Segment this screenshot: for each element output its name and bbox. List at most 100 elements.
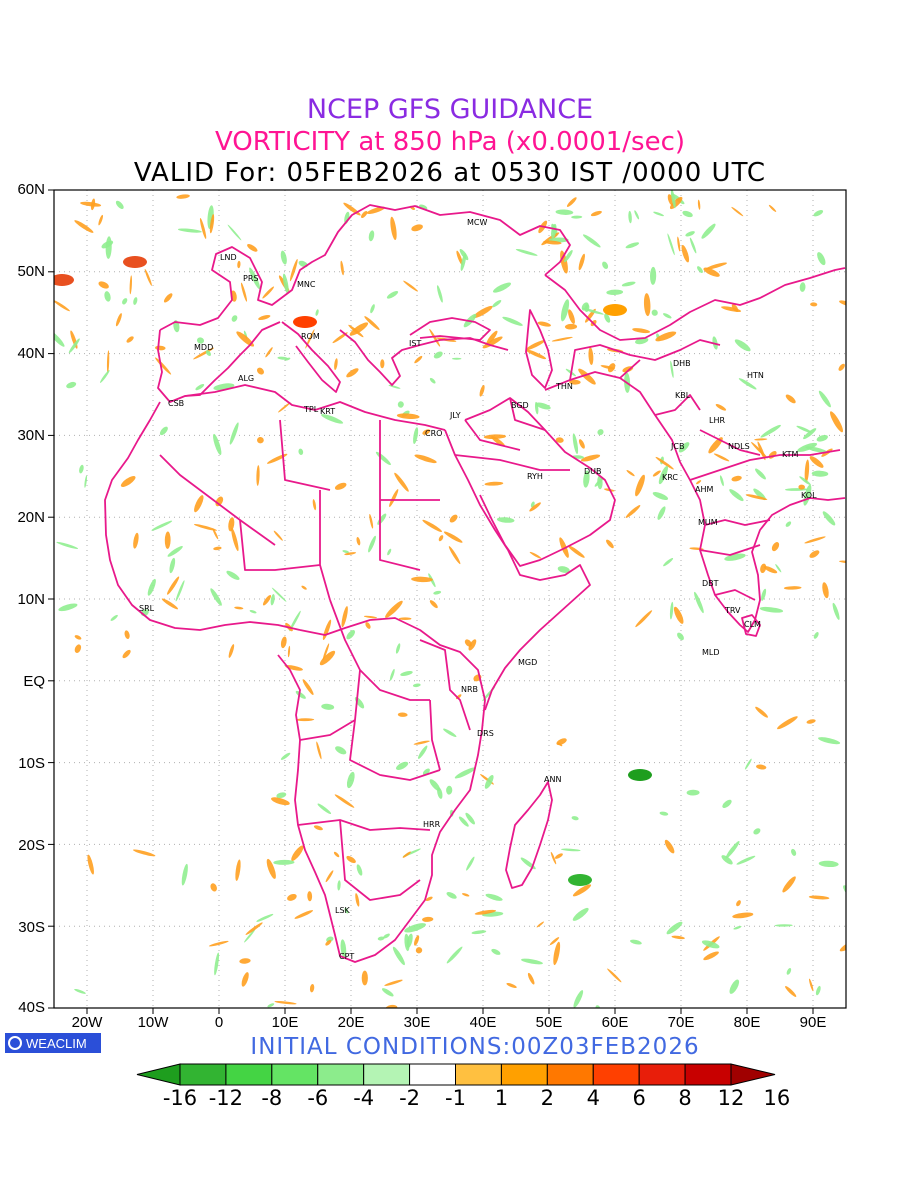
vorticity-streak [630, 939, 642, 945]
vorticity-streak [628, 210, 632, 224]
vorticity-streak [74, 988, 86, 994]
vorticity-streak [228, 644, 235, 658]
vorticity-streak [257, 436, 264, 444]
vorticity-streak [652, 492, 669, 500]
vorticity-streak [325, 870, 334, 883]
vorticity-streak [120, 476, 136, 487]
city-label: MGD [518, 658, 538, 667]
vorticity-streak [719, 475, 724, 487]
vorticity-streak [697, 199, 701, 210]
vorticity-streak [234, 606, 244, 610]
vorticity-streak [734, 339, 751, 352]
vorticity-streak [387, 548, 392, 556]
vorticity-streak [809, 456, 824, 468]
vorticity-streak [414, 454, 437, 464]
vorticity-streak [736, 855, 756, 865]
vorticity-streak [491, 948, 501, 955]
city-label: NRB [461, 685, 479, 694]
vorticity-streak [686, 789, 700, 796]
city-label: ANN [544, 775, 562, 784]
vorticity-streak [682, 210, 693, 218]
vorticity-streak [163, 293, 173, 303]
lon-label: 0 [214, 1014, 224, 1031]
coastline-madagascar [505, 781, 553, 889]
vorticity-streak [816, 434, 828, 442]
city-label: TPL [304, 405, 319, 414]
vorticity-streak [402, 851, 411, 858]
vorticity-streak [756, 764, 767, 770]
lat-label: 60N [17, 181, 45, 198]
vorticity-streak [322, 643, 330, 660]
vorticity-streak [228, 517, 235, 532]
vorticity-streak [193, 524, 218, 531]
city-label: IST [409, 339, 422, 348]
vorticity-streak [438, 535, 444, 542]
vorticity-streak [368, 230, 375, 242]
vorticity-streak [301, 585, 307, 590]
vorticity-streak [729, 489, 744, 502]
vorticity-core [123, 256, 147, 268]
vorticity-streak [805, 446, 828, 453]
city-label: HTN [747, 371, 764, 380]
lat-label: 30S [18, 919, 45, 936]
vorticity-streak [843, 885, 846, 902]
city-label: MNC [297, 280, 316, 289]
vorticity-streak [811, 470, 829, 477]
vorticity-streak [396, 413, 420, 420]
vorticity-streak [799, 282, 806, 292]
vorticity-streak [664, 839, 675, 854]
vorticity-streak [133, 297, 138, 305]
vorticity-streak [557, 566, 570, 573]
border-east-africa [419, 639, 471, 771]
vorticity-streak [810, 302, 818, 307]
vorticity-streak [456, 250, 463, 266]
vorticity-streak [813, 210, 824, 217]
colorbar-label: -4 [353, 1086, 375, 1110]
border-sahara [159, 419, 440, 601]
vorticity-streak [774, 924, 793, 927]
colorbar-label: 2 [540, 1086, 554, 1110]
vorticity-streak [256, 465, 260, 486]
vorticity-streak [282, 273, 289, 294]
lon-label: 70E [667, 1014, 695, 1031]
colorbar-label: -6 [307, 1086, 329, 1110]
vorticity-streak [267, 453, 288, 464]
vorticity-streak [79, 464, 84, 474]
vorticity-streak [54, 330, 65, 347]
vorticity-streak [696, 480, 702, 485]
vorticity-streak [167, 576, 180, 595]
vorticity-streak [249, 267, 261, 290]
vorticity-streak [635, 610, 653, 628]
logo-circle-icon [8, 1036, 22, 1050]
vorticity-shading [54, 190, 846, 1008]
vorticity-streak [761, 588, 767, 601]
colorbar-label: 12 [717, 1086, 745, 1110]
coastline-italy [281, 321, 341, 393]
vorticity-streak [315, 309, 319, 316]
border-central-asia [569, 339, 841, 481]
vorticity-streak [151, 520, 173, 531]
vorticity-streak [701, 940, 720, 949]
vorticity-streak [433, 590, 442, 595]
lat-label: 30N [17, 427, 45, 444]
vorticity-streak [760, 563, 767, 574]
vorticity-streak [335, 746, 347, 755]
vorticity-streak [553, 941, 561, 966]
vorticity-streak [167, 546, 183, 557]
vorticity-streak [280, 752, 291, 760]
vorticity-streak [658, 465, 668, 485]
vorticity-streak [115, 313, 122, 327]
vorticity-streak [685, 231, 695, 237]
vorticity-streak [84, 475, 88, 488]
vorticity-streak [745, 494, 768, 500]
vorticity-streak [809, 978, 814, 992]
city-label: BGD [511, 401, 529, 410]
vorticity-streak [226, 570, 240, 580]
vorticity-streak [454, 767, 476, 779]
vorticity-streak [368, 535, 376, 553]
vorticity-streak [567, 545, 585, 558]
vorticity-streak [666, 921, 683, 935]
city-label: CRO [425, 429, 443, 438]
vorticity-streak [808, 895, 830, 900]
vorticity-streak [66, 381, 77, 389]
